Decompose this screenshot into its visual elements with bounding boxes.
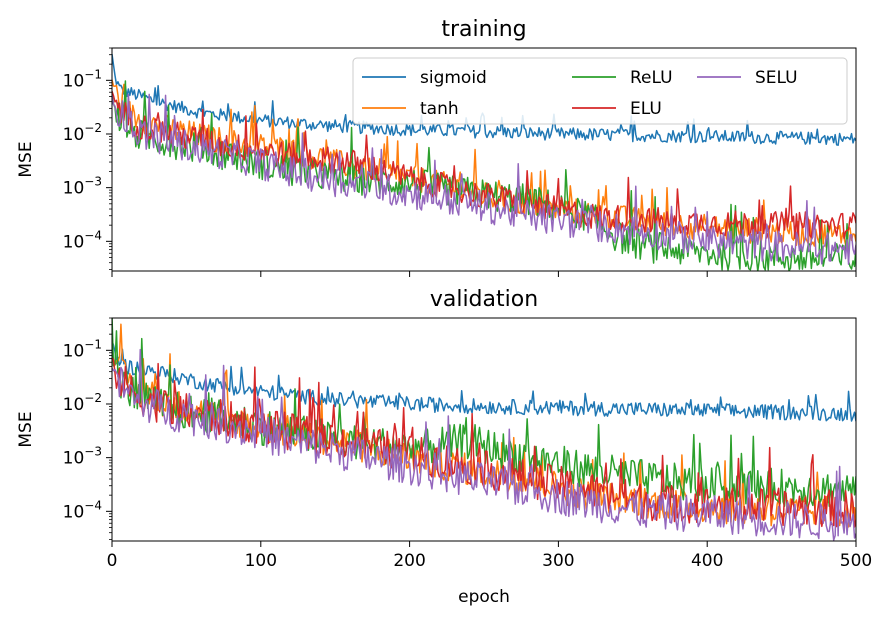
y-tick-label: 10−2 [63,121,102,145]
x-tick-label: 300 [542,551,574,571]
x-tick-label: 200 [393,551,425,571]
legend-label-sigmoid: sigmoid [420,68,487,88]
legend-label-SELU: SELU [755,68,798,88]
y-axis-label: MSE [16,411,36,447]
legend-label-ReLU: ReLU [630,68,673,88]
x-tick-label: 500 [840,551,872,571]
y-tick-label: 10−4 [63,228,102,252]
series-line-sigmoid [112,340,856,422]
x-tick-label: 0 [107,551,118,571]
series-line-SELU [112,348,856,541]
x-tick-label: 400 [691,551,723,571]
y-tick-label: 10−4 [63,498,102,522]
legend: sigmoid tanh ReLU ELU SELU [352,57,848,125]
series-group [112,54,856,271]
y-tick-label: 10−1 [63,337,102,361]
y-axis-label: MSE [16,141,36,177]
x-axis-label: epoch [458,587,510,607]
panel-0: 10−1 10−2 10−3 10−4 training MSE sigmoid tanh Re… [16,17,857,277]
series-group [112,318,856,541]
y-tick-label: 10−3 [63,445,102,469]
chart-title: validation [430,287,538,312]
y-tick-label: 10−1 [63,67,102,91]
legend-label-ELU: ELU [630,99,662,119]
legend-box [352,57,848,125]
legend-label-tanh: tanh [420,99,459,119]
panel-1: 0 100 200 300 400 500 10−1 10−2 10−3 10−4 validati… [16,287,872,607]
y-tick-label: 10−3 [63,175,102,199]
series-line-ReLU [112,318,856,507]
series-line-SELU [112,93,856,265]
y-tick-label: 10−2 [63,391,102,415]
axes-frame [111,317,857,542]
chart-title: training [441,17,526,42]
axes-frame [111,47,857,272]
x-tick-label: 100 [245,551,277,571]
